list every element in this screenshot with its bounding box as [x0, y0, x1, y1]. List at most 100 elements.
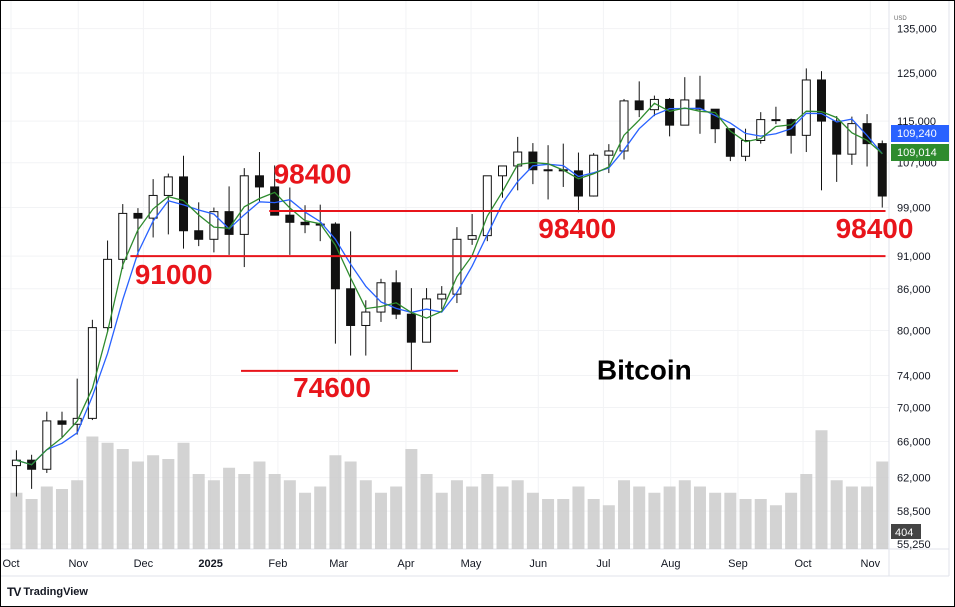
tradingview-logo[interactable]: TV TradingView	[7, 585, 88, 599]
volume-value-badge	[891, 524, 921, 539]
time-tick-label: Feb	[268, 558, 287, 570]
volume-bar	[268, 474, 281, 549]
price-tick-label: 125,000	[897, 68, 937, 80]
price-tick-label: 55,250	[897, 539, 931, 551]
candle	[573, 170, 583, 197]
price-tick-label: 70,000	[897, 403, 931, 415]
volume-bar	[101, 442, 114, 549]
volume-bar	[238, 474, 251, 549]
candle	[285, 214, 295, 223]
candle	[42, 420, 52, 470]
candle	[649, 98, 659, 111]
price-tick-label: 99,000	[897, 203, 931, 215]
volume-value-label: 404	[895, 527, 913, 539]
volume-bar	[709, 492, 722, 549]
time-tick-label: Oct	[2, 558, 19, 570]
candle	[194, 230, 204, 240]
time-tick-label: Jul	[596, 558, 610, 570]
volume-bar	[526, 492, 539, 549]
level-label: 74600	[293, 372, 371, 403]
volume-bar	[693, 486, 706, 549]
time-tick-label: Jun	[529, 558, 547, 570]
candle	[270, 186, 280, 216]
ma-value-badge	[891, 125, 949, 142]
level-label: 98400	[274, 159, 352, 190]
volume-bar	[283, 480, 296, 549]
price-tick-label: 91,000	[897, 251, 931, 263]
time-tick-label: Mar	[329, 558, 348, 570]
time-tick-label: Nov	[861, 558, 881, 570]
candle	[163, 176, 173, 196]
time-tick-label: May	[461, 558, 482, 570]
time-tick-label: Sep	[728, 558, 748, 570]
volume-bar	[207, 480, 220, 549]
level-label: 91000	[135, 259, 213, 290]
volume-bar	[405, 449, 418, 549]
price-tick-label: 86,000	[897, 284, 931, 296]
candle	[801, 79, 811, 136]
level-label: 98400	[538, 213, 616, 244]
volume-bar	[618, 480, 631, 549]
volume-bar	[542, 499, 555, 549]
volume-bar	[800, 474, 813, 549]
volume-bar	[845, 486, 858, 549]
volume-bar	[223, 467, 236, 549]
candle	[361, 311, 371, 326]
volume-bar	[147, 455, 160, 549]
volume-bar	[511, 480, 524, 549]
candle	[528, 151, 538, 171]
candle	[862, 123, 872, 145]
price-tick-label: 66,000	[897, 437, 931, 449]
volume-bar	[192, 474, 205, 549]
volume-bar	[40, 486, 53, 549]
candle	[847, 123, 857, 155]
volume-bar	[830, 480, 843, 549]
candle	[619, 100, 629, 152]
candle	[695, 99, 705, 110]
level-label: 98400	[836, 213, 914, 244]
price-tick-label: 58,500	[897, 506, 931, 518]
price-tick-label: 135,000	[897, 24, 937, 36]
candle	[391, 282, 401, 315]
brand-name: TradingView	[23, 586, 88, 598]
candle	[300, 221, 310, 226]
candle	[133, 212, 143, 219]
candle	[710, 108, 720, 130]
volume-bar	[162, 459, 175, 549]
candle	[741, 139, 751, 157]
volume-bar	[663, 486, 676, 549]
candle	[118, 212, 128, 260]
volume-bar	[253, 461, 266, 549]
candle	[665, 98, 675, 126]
volume-bar	[602, 505, 615, 549]
candle	[604, 150, 614, 156]
time-tick-label: 2025	[198, 558, 222, 570]
volume-bar	[344, 461, 357, 549]
volume-bar	[861, 486, 874, 549]
candle	[543, 169, 553, 172]
volume-bar	[177, 442, 190, 549]
candle	[513, 151, 523, 167]
candle	[103, 258, 113, 329]
candle	[786, 119, 796, 136]
time-tick-label: Oct	[794, 558, 811, 570]
candle	[498, 165, 508, 177]
volume-bar	[86, 436, 99, 549]
candle	[816, 79, 826, 122]
candle	[148, 194, 158, 219]
volume-bar	[131, 461, 144, 549]
volume-bar	[10, 492, 23, 549]
moving-average-line	[16, 102, 883, 466]
volume-bar	[648, 492, 661, 549]
volume-bar	[481, 474, 494, 549]
volume-bar	[678, 480, 691, 549]
volume-bar	[359, 480, 372, 549]
volume-bar	[374, 492, 387, 549]
candle	[422, 298, 432, 343]
volume-bar	[420, 474, 433, 549]
ma-value-label: 109,014	[897, 147, 937, 159]
candle	[57, 420, 67, 425]
candle	[771, 119, 781, 122]
